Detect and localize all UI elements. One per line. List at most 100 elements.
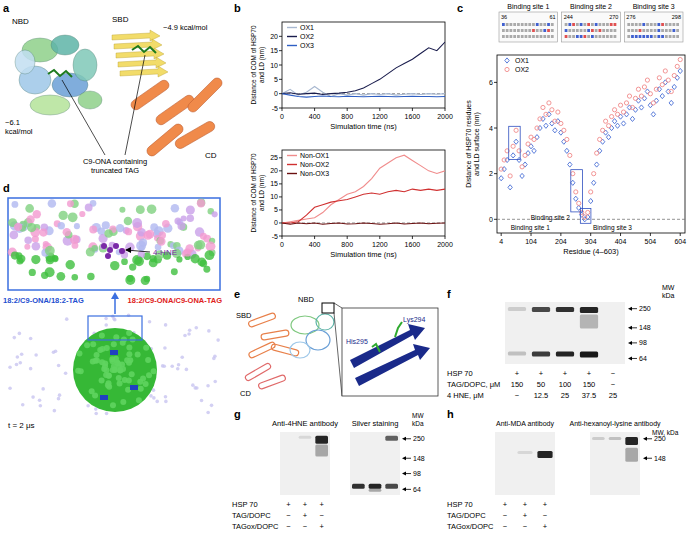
decoration bbox=[129, 371, 135, 377]
sequence-residue bbox=[646, 29, 649, 32]
y-tick bbox=[494, 128, 497, 129]
band bbox=[315, 445, 328, 457]
residue-number: 276 bbox=[626, 14, 635, 20]
row-cell: + bbox=[523, 511, 528, 520]
sequence-residue bbox=[654, 29, 657, 32]
decoration bbox=[64, 371, 68, 375]
decoration bbox=[145, 357, 151, 363]
row-cell: + bbox=[563, 369, 568, 378]
point bbox=[553, 128, 557, 133]
decoration bbox=[316, 314, 334, 330]
sequence-residue bbox=[676, 23, 679, 26]
legend-swatch bbox=[287, 155, 297, 156]
point bbox=[612, 119, 616, 124]
decoration bbox=[205, 250, 215, 260]
sequence-residue bbox=[551, 35, 554, 38]
row-label: TAG/DOPC, μM bbox=[447, 380, 500, 389]
decoration bbox=[171, 268, 178, 275]
row-cell: + bbox=[523, 500, 528, 509]
decoration bbox=[355, 344, 430, 386]
point bbox=[675, 75, 679, 80]
mw-label: 148 bbox=[639, 324, 651, 331]
sequence-residue bbox=[565, 29, 568, 32]
decoration bbox=[152, 396, 156, 400]
decoration bbox=[79, 211, 85, 217]
decoration bbox=[38, 398, 42, 402]
decoration bbox=[126, 360, 132, 366]
decoration bbox=[97, 347, 103, 353]
decoration bbox=[78, 368, 84, 374]
decoration bbox=[139, 239, 147, 247]
row-cell: + bbox=[543, 522, 548, 531]
y-axis-label: Distance of COM of HSP70 bbox=[250, 25, 257, 104]
decoration bbox=[138, 386, 144, 392]
sequence-box bbox=[562, 12, 621, 42]
sequence-residue bbox=[672, 35, 675, 38]
band bbox=[625, 437, 638, 445]
decoration bbox=[176, 256, 182, 262]
series-line bbox=[282, 155, 445, 223]
decoration bbox=[125, 275, 135, 285]
sequence-residue bbox=[606, 29, 609, 32]
mw-arrow bbox=[643, 456, 652, 460]
panel-h: Anti-MDA antibodyAnti-hexanoyl-lysine an… bbox=[447, 420, 679, 531]
point bbox=[657, 76, 661, 80]
x-tick-label: 1200 bbox=[372, 113, 388, 120]
panel-a: NBDSBDCD−4.9 kcal/mol−6.1kcal/molC9-ONA … bbox=[5, 15, 224, 175]
decoration bbox=[15, 50, 35, 74]
sequence-residue bbox=[642, 29, 645, 32]
legend-label: OX2 bbox=[515, 66, 529, 73]
point bbox=[511, 153, 515, 158]
point bbox=[526, 142, 530, 146]
panel-letter: a bbox=[3, 2, 10, 14]
x-tick-label: 4 bbox=[499, 238, 503, 245]
label: NBD bbox=[298, 295, 314, 304]
decoration bbox=[136, 397, 142, 403]
point bbox=[499, 167, 503, 171]
decoration bbox=[106, 384, 112, 390]
point bbox=[514, 139, 518, 144]
sequence-residue bbox=[639, 35, 642, 38]
legend-label: OX1 bbox=[515, 57, 529, 64]
x-tick-label: 1200 bbox=[372, 241, 388, 248]
y-tick bbox=[279, 79, 282, 80]
row-cell: + bbox=[319, 522, 324, 531]
mw-arrow bbox=[628, 326, 637, 330]
point bbox=[568, 153, 572, 157]
point bbox=[604, 119, 608, 123]
point bbox=[651, 101, 655, 105]
blot bbox=[495, 432, 555, 495]
band bbox=[352, 484, 365, 489]
point bbox=[639, 105, 643, 110]
point bbox=[601, 128, 605, 132]
label: kcal/mol bbox=[5, 127, 33, 136]
decoration bbox=[290, 342, 310, 358]
sequence-residue bbox=[627, 35, 630, 38]
sequence-residue bbox=[506, 23, 509, 26]
decoration bbox=[102, 221, 110, 229]
x-tick bbox=[412, 108, 413, 111]
x-tick bbox=[314, 108, 315, 111]
sequence-residue bbox=[642, 23, 645, 26]
decoration bbox=[63, 228, 71, 236]
sequence-residue bbox=[665, 35, 668, 38]
sequence-residue bbox=[672, 23, 675, 26]
decoration bbox=[177, 363, 181, 367]
x-tick-label: 2000 bbox=[437, 113, 453, 120]
sequence-residue bbox=[665, 29, 668, 32]
sequence-residue bbox=[536, 23, 539, 26]
sequence-residue bbox=[525, 29, 528, 32]
point bbox=[592, 172, 596, 176]
decoration bbox=[71, 242, 78, 249]
point bbox=[606, 135, 610, 140]
sequence-residue bbox=[602, 23, 605, 26]
x-axis-label: Residue (4–603) bbox=[563, 247, 619, 256]
row-cell: 25 bbox=[609, 391, 617, 400]
point bbox=[517, 157, 521, 162]
sequence-residue bbox=[602, 29, 605, 32]
point bbox=[624, 101, 628, 105]
x-tick bbox=[531, 233, 532, 236]
y-axis-label: Distance of COM of HSP70 bbox=[250, 153, 257, 232]
point bbox=[672, 73, 676, 77]
mw-arrow bbox=[402, 456, 411, 460]
